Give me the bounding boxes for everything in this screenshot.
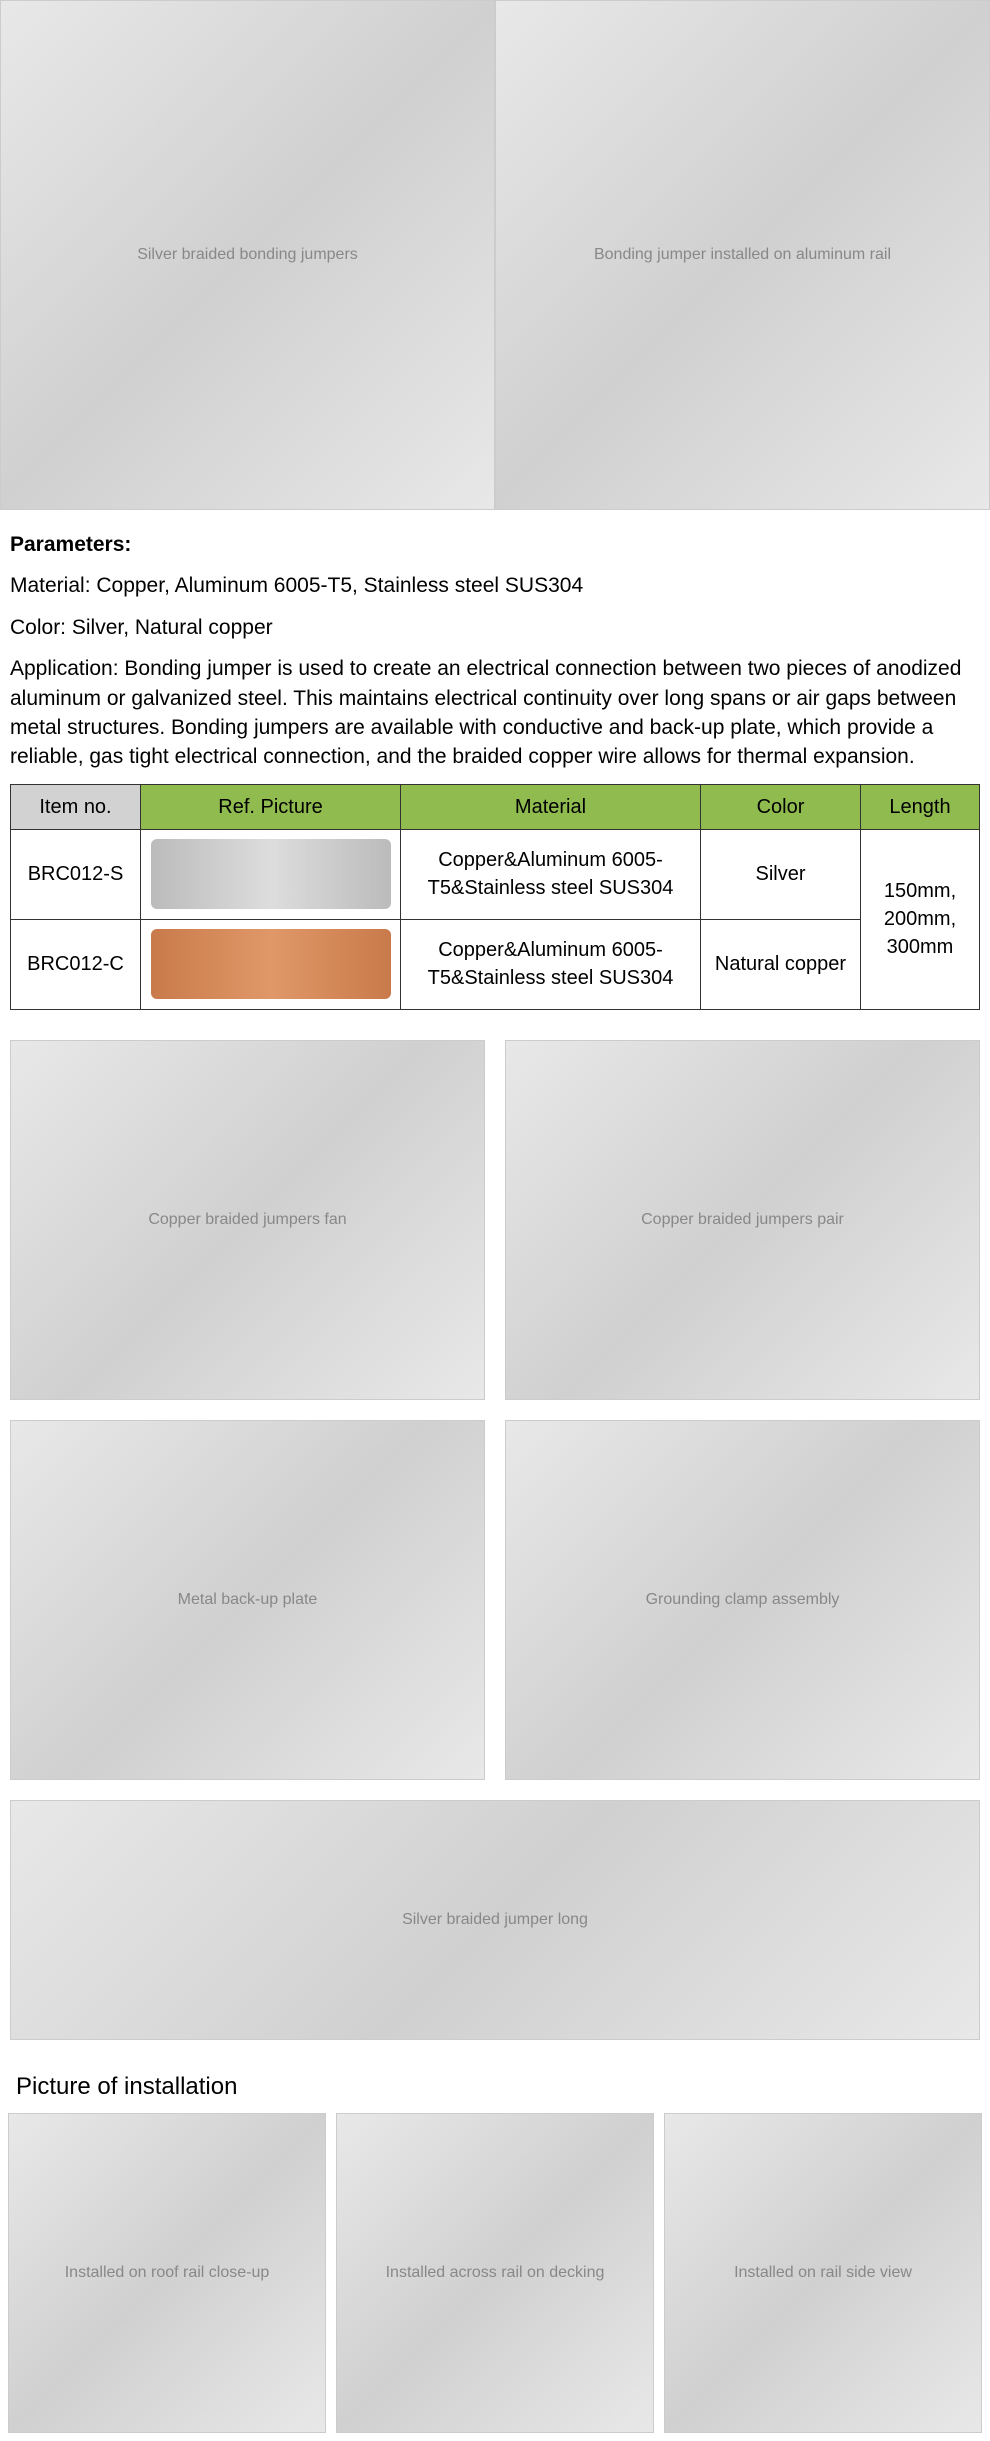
cell-material: Copper&Aluminum 6005-T5&Stainless steel … — [401, 829, 701, 919]
parameters-section: Parameters: Material: Copper, Aluminum 6… — [0, 510, 990, 1020]
th-color: Color — [701, 784, 861, 829]
install-image-1: Installed on roof rail close-up — [8, 2113, 326, 2433]
row-image-copper — [151, 929, 391, 999]
gallery-image-3: Metal back-up plate — [10, 1420, 485, 1780]
install-image-2: Installed across rail on decking — [336, 2113, 654, 2433]
table-header-row: Item no. Ref. Picture Material Color Len… — [11, 784, 980, 829]
param-material: Material: Copper, Aluminum 6005-T5, Stai… — [10, 571, 980, 600]
th-material: Material — [401, 784, 701, 829]
gallery-image-5: Silver braided jumper long — [10, 1800, 980, 2040]
cell-item: BRC012-C — [11, 919, 141, 1009]
cell-picture — [141, 919, 401, 1009]
table-row: BRC012-C Copper&Aluminum 6005-T5&Stainle… — [11, 919, 980, 1009]
gallery-image-2: Copper braided jumpers pair — [505, 1040, 980, 1400]
cell-item: BRC012-S — [11, 829, 141, 919]
th-length: Length — [861, 784, 980, 829]
hero-image-left: Silver braided bonding jumpers — [0, 0, 495, 510]
installation-title: Picture of installation — [0, 2060, 990, 2114]
product-gallery: Copper braided jumpers fan Copper braide… — [0, 1020, 990, 2060]
param-application: Application: Bonding jumper is used to c… — [10, 654, 980, 772]
cell-material: Copper&Aluminum 6005-T5&Stainless steel … — [401, 919, 701, 1009]
param-color: Color: Silver, Natural copper — [10, 613, 980, 642]
cell-picture — [141, 829, 401, 919]
install-image-3: Installed on rail side view — [664, 2113, 982, 2433]
th-picture: Ref. Picture — [141, 784, 401, 829]
parameters-title: Parameters: — [10, 530, 980, 559]
hero-image-right: Bonding jumper installed on aluminum rai… — [495, 0, 990, 510]
gallery-image-4: Grounding clamp assembly — [505, 1420, 980, 1780]
cell-color: Silver — [701, 829, 861, 919]
installation-row: Installed on roof rail close-up Installe… — [0, 2113, 990, 2441]
row-image-silver — [151, 839, 391, 909]
table-row: BRC012-S Copper&Aluminum 6005-T5&Stainle… — [11, 829, 980, 919]
cell-color: Natural copper — [701, 919, 861, 1009]
spec-table: Item no. Ref. Picture Material Color Len… — [10, 784, 980, 1010]
hero-image-row: Silver braided bonding jumpers Bonding j… — [0, 0, 990, 510]
th-item: Item no. — [11, 784, 141, 829]
cell-length-merged: 150mm, 200mm, 300mm — [861, 829, 980, 1009]
gallery-image-1: Copper braided jumpers fan — [10, 1040, 485, 1400]
